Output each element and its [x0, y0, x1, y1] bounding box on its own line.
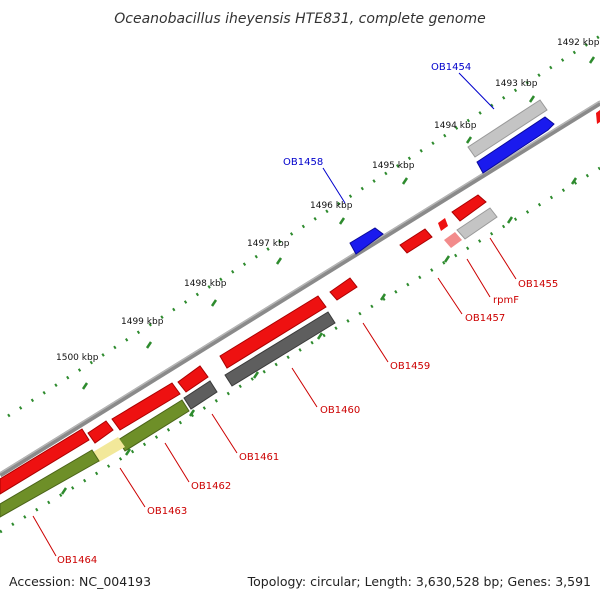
gene-feature-rpmf[interactable] [438, 218, 448, 231]
map-title: Oceanobacillus iheyensis HTE831, complet… [114, 11, 485, 27]
gene-label[interactable]: OB1460 [320, 405, 360, 416]
scale-label: 1498 kbp [184, 279, 227, 289]
gene-label[interactable]: OB1461 [239, 452, 279, 463]
scale-label: 1497 kbp [247, 239, 290, 249]
gene-feature-ob1454-gray[interactable] [467, 99, 548, 158]
inner-strand-genes [0, 194, 498, 518]
gene-label[interactable]: OB1463 [147, 506, 187, 517]
genome-summary-text: Topology: circular; Length: 3,630,528 bp… [247, 574, 591, 589]
gene-feature-ob1454[interactable] [476, 116, 555, 174]
gene-feature-ob1461-dark[interactable] [183, 380, 218, 410]
gene-feature-ob1463[interactable] [87, 420, 114, 444]
inner-scale-track [0, 166, 600, 534]
gene-feature-ob1459[interactable] [329, 277, 358, 301]
scale-label: 1494 kbp [434, 121, 477, 131]
scale-label: 1499 kbp [121, 317, 164, 327]
outer-scale-track [7, 34, 600, 418]
gene-label[interactable]: rpmF [493, 295, 519, 306]
label-leaders [32, 72, 517, 557]
gene-feature-ob1460[interactable] [219, 295, 327, 369]
gene-feature-ob1461[interactable] [177, 365, 209, 393]
gene-feature-ob1464[interactable] [0, 428, 90, 495]
gene-label[interactable]: OB1458 [283, 157, 323, 168]
scale-label: 1496 kbp [310, 201, 353, 211]
scale-label: 1495 kbp [372, 161, 415, 171]
gene-feature-edge[interactable] [596, 110, 600, 124]
scale-label: 1492 kbp [557, 38, 600, 48]
accession-text: Accession: NC_004193 [9, 574, 151, 589]
gene-labels: OB1454 OB1458 OB1455 rpmF OB1457 OB1459 … [57, 62, 558, 566]
gene-feature-ob1462[interactable] [111, 382, 181, 431]
gene-label[interactable]: OB1457 [465, 313, 505, 324]
gene-feature-ob1455-gray[interactable] [456, 207, 498, 240]
scale-labels: 1492 kbp 1493 kbp 1494 kbp 1495 kbp 1496… [56, 38, 600, 363]
gene-feature-ob1464-olive[interactable] [0, 449, 100, 518]
gene-label[interactable]: OB1464 [57, 555, 97, 566]
outer-strand-genes [349, 99, 600, 255]
gene-label[interactable]: OB1459 [390, 361, 430, 372]
gene-label[interactable]: OB1454 [431, 62, 471, 73]
scale-label: 1500 kbp [56, 353, 99, 363]
gene-feature-rpmf-pink[interactable] [444, 232, 462, 248]
gene-label[interactable]: OB1455 [518, 279, 558, 290]
gene-feature-ob1460-dark[interactable] [224, 311, 336, 387]
scale-label: 1493 kbp [495, 79, 538, 89]
gene-feature-ob1457[interactable] [399, 228, 433, 254]
gene-feature-ob1458[interactable] [349, 227, 384, 255]
genome-backbone [0, 100, 600, 478]
gene-feature-ob1455[interactable] [451, 194, 487, 222]
gene-feature-ob1463-yellow[interactable] [93, 437, 125, 462]
gene-label[interactable]: OB1462 [191, 481, 231, 492]
